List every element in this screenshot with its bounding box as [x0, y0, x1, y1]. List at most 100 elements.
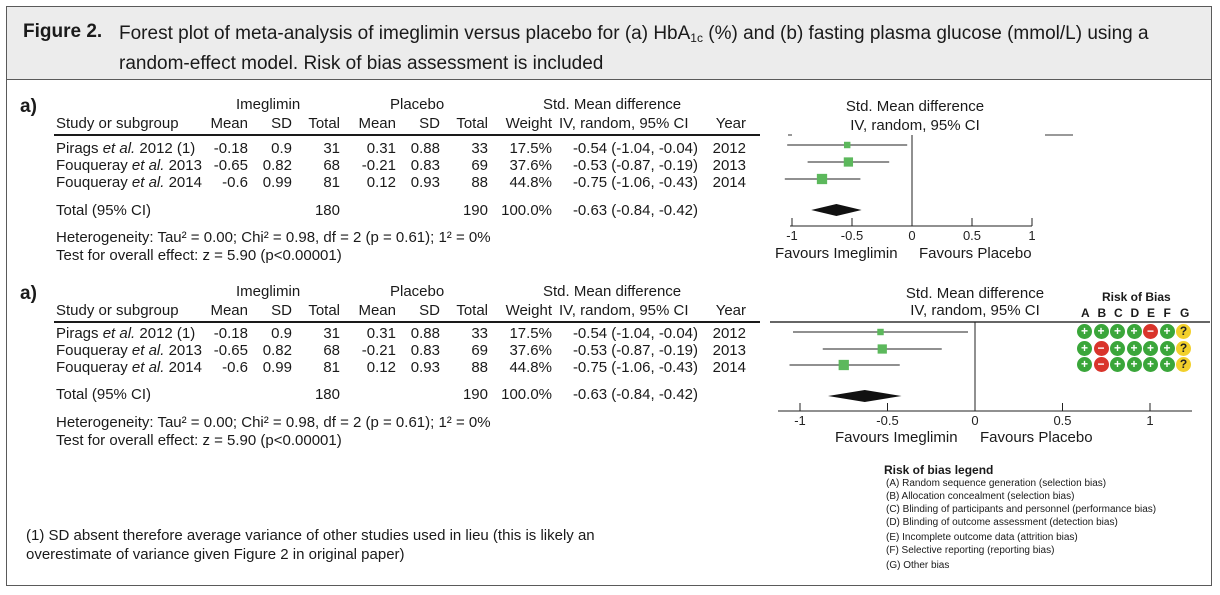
col-header-total: Total [456, 302, 488, 319]
col-header-total: Total [308, 115, 340, 132]
group-header-imeglimin: Imeglimin [236, 283, 301, 300]
year: 2013 [712, 342, 746, 359]
col-header-sd: SD [419, 302, 440, 319]
figure-label: Figure 2. [23, 21, 103, 42]
favours-right-label: Favours Placebo [980, 429, 1093, 446]
total-placebo: 33 [471, 140, 488, 157]
sd-placebo: 0.83 [410, 342, 440, 359]
col-header-mean: Mean [210, 115, 248, 132]
group-header-imeglimin: Imeglimin [236, 96, 301, 113]
low-risk-icon: + [1126, 341, 1142, 356]
pooled-diamond [828, 390, 902, 402]
low-risk-icon: + [1077, 324, 1092, 339]
group-header-placebo: Placebo [390, 283, 445, 300]
ci-value: -0.54 (-1.04, -0.04) [572, 325, 698, 342]
x-tick-label: -0.5 [841, 228, 863, 243]
low-risk-icon: + [1077, 357, 1092, 372]
header-rule [54, 321, 760, 323]
rob-column-header: E [1147, 306, 1156, 320]
forest-plot-b: -1 -0.5 0 0.5 1 [770, 321, 1210, 428]
forest-title: Std. Mean difference [845, 98, 985, 115]
total-imeglimin: 180 [314, 386, 340, 403]
mean-placebo: 0.31 [366, 325, 396, 342]
mean-imeglimin: -0.6 [222, 359, 248, 376]
year: 2012 [712, 140, 746, 157]
sd-placebo: 0.83 [410, 157, 440, 174]
figure-frame: Figure 2. Forest plot of meta-analysis o… [6, 6, 1212, 586]
low-risk-icon: + [1159, 357, 1175, 372]
sd-placebo: 0.93 [410, 359, 440, 376]
ci-value: -0.75 (-1.06, -0.43) [572, 359, 698, 376]
x-tick-label: 0.5 [1053, 413, 1071, 428]
x-tick-label: 0 [971, 413, 978, 428]
legend-item: (G) Other bias [886, 560, 950, 571]
total-placebo: 69 [471, 342, 488, 359]
col-header-year: Year [715, 302, 746, 319]
legend-item: (C) Blinding of participants and personn… [886, 504, 1157, 515]
heterogeneity-stat: Heterogeneity: Tau² = 0.00; Chi² = 0.98,… [56, 229, 491, 246]
low-risk-icon: + [1110, 357, 1125, 372]
rob-column-header: G [1180, 306, 1190, 320]
year: 2013 [712, 157, 746, 174]
mean-imeglimin: -0.65 [213, 157, 248, 174]
sd-placebo: 0.93 [410, 174, 440, 191]
group-header-smd: Std. Mean difference [543, 96, 682, 113]
rob-column-header: A [1081, 306, 1090, 320]
study-square [843, 157, 854, 167]
legend-item: (B) Allocation concealment (selection bi… [886, 491, 1075, 502]
mean-placebo: -0.21 [361, 157, 396, 174]
unclear-risk-icon: ? [1176, 357, 1191, 372]
total-imeglimin: 31 [323, 325, 340, 342]
high-risk-icon: − [1093, 357, 1109, 372]
year: 2014 [712, 359, 746, 376]
sd-imeglimin: 0.99 [262, 174, 292, 191]
forest-subtitle: IV, random, 95% CI [850, 117, 980, 134]
heterogeneity-stat: Heterogeneity: Tau² = 0.00; Chi² = 0.98,… [56, 414, 491, 431]
study-square [838, 359, 849, 371]
risk-of-bias-title: Risk of Bias [1102, 290, 1171, 304]
weight: 37.6% [509, 342, 552, 359]
low-risk-icon: + [1126, 357, 1142, 372]
study-name: Pirags et al. 2012 (1) [56, 140, 196, 157]
panel-label: a) [20, 96, 37, 117]
pooled-diamond [811, 204, 862, 216]
mean-imeglimin: -0.65 [213, 342, 248, 359]
legend-item: (E) Incomplete outcome data (attrition b… [886, 532, 1078, 543]
total-placebo: 88 [471, 359, 488, 376]
header-rule [54, 134, 760, 136]
weight: 100.0% [501, 386, 552, 403]
rob-column-header: D [1130, 306, 1140, 320]
total-placebo: 190 [462, 386, 488, 403]
total-imeglimin: 81 [323, 359, 340, 376]
year: 2012 [712, 325, 746, 342]
col-header-ci: IV, random, 95% CI [559, 115, 689, 132]
year: 2014 [712, 174, 746, 191]
study-name: Fouqueray et al. 2013 [56, 342, 202, 359]
study-name: Fouqueray et al. 2014 [56, 359, 202, 376]
total-label: Total (95% CI) [56, 386, 152, 403]
forest-plot-a: -1 -0.5 0 0.5 1 [784, 134, 1073, 243]
col-header-study: Study or subgroup [56, 302, 179, 319]
legend-item: (D) Blinding of outcome assessment (dete… [886, 517, 1118, 528]
weight: 17.5% [509, 325, 552, 342]
unclear-risk-icon: ? [1176, 341, 1191, 356]
col-header-weight: Weight [505, 115, 552, 132]
group-header-placebo: Placebo [390, 96, 445, 113]
x-tick-label: -1 [786, 228, 798, 243]
study-square [877, 328, 884, 336]
study-square [877, 344, 887, 354]
total-placebo: 69 [471, 157, 488, 174]
favours-left-label: Favours Imeglimin [835, 429, 958, 446]
mean-placebo: 0.12 [366, 174, 396, 191]
x-tick-label: 1 [1028, 228, 1035, 243]
col-header-study: Study or subgroup [56, 115, 179, 132]
total-label: Total (95% CI) [56, 202, 152, 219]
total-placebo: 190 [462, 202, 488, 219]
mean-imeglimin: -0.18 [213, 140, 248, 157]
caption-band: Figure 2. Forest plot of meta-analysis o… [7, 7, 1211, 80]
ci-value: -0.75 (-1.06, -0.43) [572, 174, 698, 191]
total-imeglimin: 68 [323, 157, 340, 174]
total-imeglimin: 68 [323, 342, 340, 359]
col-header-sd: SD [271, 115, 292, 132]
low-risk-icon: + [1159, 341, 1175, 356]
